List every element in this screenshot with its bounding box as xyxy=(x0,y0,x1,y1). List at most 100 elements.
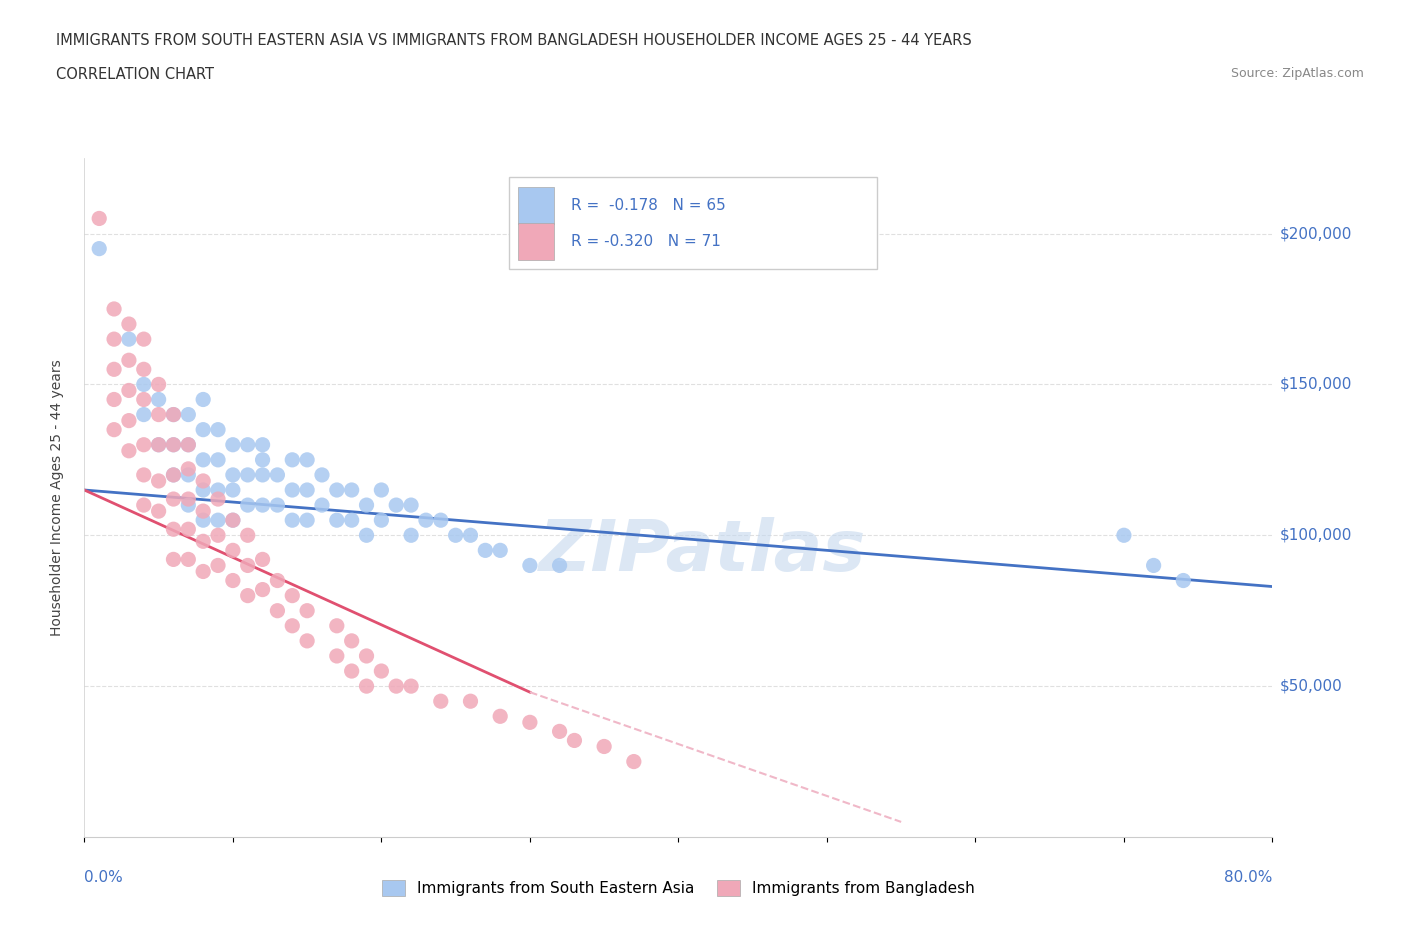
Point xyxy=(356,498,378,512)
Point xyxy=(191,392,215,407)
Text: 0.0%: 0.0% xyxy=(84,870,124,884)
Point xyxy=(162,468,184,483)
Point xyxy=(207,558,229,573)
Point xyxy=(103,332,125,347)
Text: IMMIGRANTS FROM SOUTH EASTERN ASIA VS IMMIGRANTS FROM BANGLADESH HOUSEHOLDER INC: IMMIGRANTS FROM SOUTH EASTERN ASIA VS IM… xyxy=(56,33,972,47)
FancyBboxPatch shape xyxy=(517,222,554,260)
Point xyxy=(326,483,349,498)
Point xyxy=(564,733,586,748)
Point xyxy=(548,724,571,738)
Text: $200,000: $200,000 xyxy=(1279,226,1351,241)
Point xyxy=(207,483,229,498)
Point xyxy=(311,468,333,483)
Point xyxy=(103,422,125,437)
Point xyxy=(148,377,170,392)
Point xyxy=(489,709,512,724)
Point xyxy=(311,498,333,512)
Point xyxy=(177,468,200,483)
Point xyxy=(295,604,318,618)
Point xyxy=(1112,528,1135,543)
Point xyxy=(162,552,184,567)
Y-axis label: Householder Income Ages 25 - 44 years: Householder Income Ages 25 - 44 years xyxy=(49,359,63,636)
Point xyxy=(474,543,496,558)
Text: R =  -0.178   N = 65: R = -0.178 N = 65 xyxy=(571,198,727,213)
Point xyxy=(444,528,467,543)
Point xyxy=(118,413,141,428)
Point xyxy=(118,383,141,398)
Point xyxy=(132,377,155,392)
Point xyxy=(340,633,363,648)
Text: $150,000: $150,000 xyxy=(1279,377,1351,392)
Point xyxy=(222,512,245,527)
Point xyxy=(191,452,215,467)
Point xyxy=(593,739,616,754)
Point xyxy=(118,352,141,367)
Text: ZIPatlas: ZIPatlas xyxy=(538,517,866,586)
Point xyxy=(489,543,512,558)
Point xyxy=(252,468,274,483)
Point xyxy=(191,534,215,549)
Point xyxy=(177,461,200,476)
Point xyxy=(399,528,422,543)
Point xyxy=(132,362,155,377)
Point xyxy=(191,473,215,488)
Point xyxy=(177,522,200,537)
Point xyxy=(399,498,422,512)
FancyBboxPatch shape xyxy=(509,177,877,269)
Point xyxy=(207,528,229,543)
Point xyxy=(148,407,170,422)
Point xyxy=(548,558,571,573)
Point xyxy=(1173,573,1195,588)
Point xyxy=(222,468,245,483)
Point xyxy=(281,588,304,603)
Point xyxy=(118,332,141,347)
Point xyxy=(191,483,215,498)
Point xyxy=(132,392,155,407)
Point xyxy=(177,552,200,567)
Point xyxy=(385,679,408,694)
Point xyxy=(340,483,363,498)
Point xyxy=(207,422,229,437)
Point xyxy=(162,407,184,422)
Point xyxy=(148,473,170,488)
Point xyxy=(191,504,215,519)
Text: $50,000: $50,000 xyxy=(1279,679,1343,694)
Text: Source: ZipAtlas.com: Source: ZipAtlas.com xyxy=(1230,67,1364,80)
Point xyxy=(623,754,645,769)
Point xyxy=(148,437,170,452)
Point xyxy=(356,648,378,663)
Point xyxy=(370,664,392,679)
Point xyxy=(236,528,259,543)
Point xyxy=(326,512,349,527)
Point xyxy=(191,512,215,527)
Point xyxy=(222,512,245,527)
Point xyxy=(430,512,453,527)
Point xyxy=(162,407,184,422)
Point xyxy=(340,664,363,679)
Point xyxy=(222,437,245,452)
Point xyxy=(252,437,274,452)
Point xyxy=(177,498,200,512)
Point xyxy=(519,715,541,730)
Point xyxy=(370,483,392,498)
Point xyxy=(162,492,184,507)
Point xyxy=(89,241,111,256)
Point xyxy=(340,512,363,527)
Point xyxy=(177,437,200,452)
Point xyxy=(162,437,184,452)
Point xyxy=(148,437,170,452)
Point xyxy=(132,468,155,483)
Point xyxy=(460,694,482,709)
Text: CORRELATION CHART: CORRELATION CHART xyxy=(56,67,214,82)
Point xyxy=(281,483,304,498)
Point xyxy=(281,618,304,633)
Point xyxy=(103,301,125,316)
FancyBboxPatch shape xyxy=(517,187,554,224)
Point xyxy=(222,573,245,588)
Point xyxy=(281,512,304,527)
Legend: Immigrants from South Eastern Asia, Immigrants from Bangladesh: Immigrants from South Eastern Asia, Immi… xyxy=(374,872,983,904)
Point xyxy=(236,468,259,483)
Point xyxy=(236,558,259,573)
Point xyxy=(191,564,215,578)
Point xyxy=(148,504,170,519)
